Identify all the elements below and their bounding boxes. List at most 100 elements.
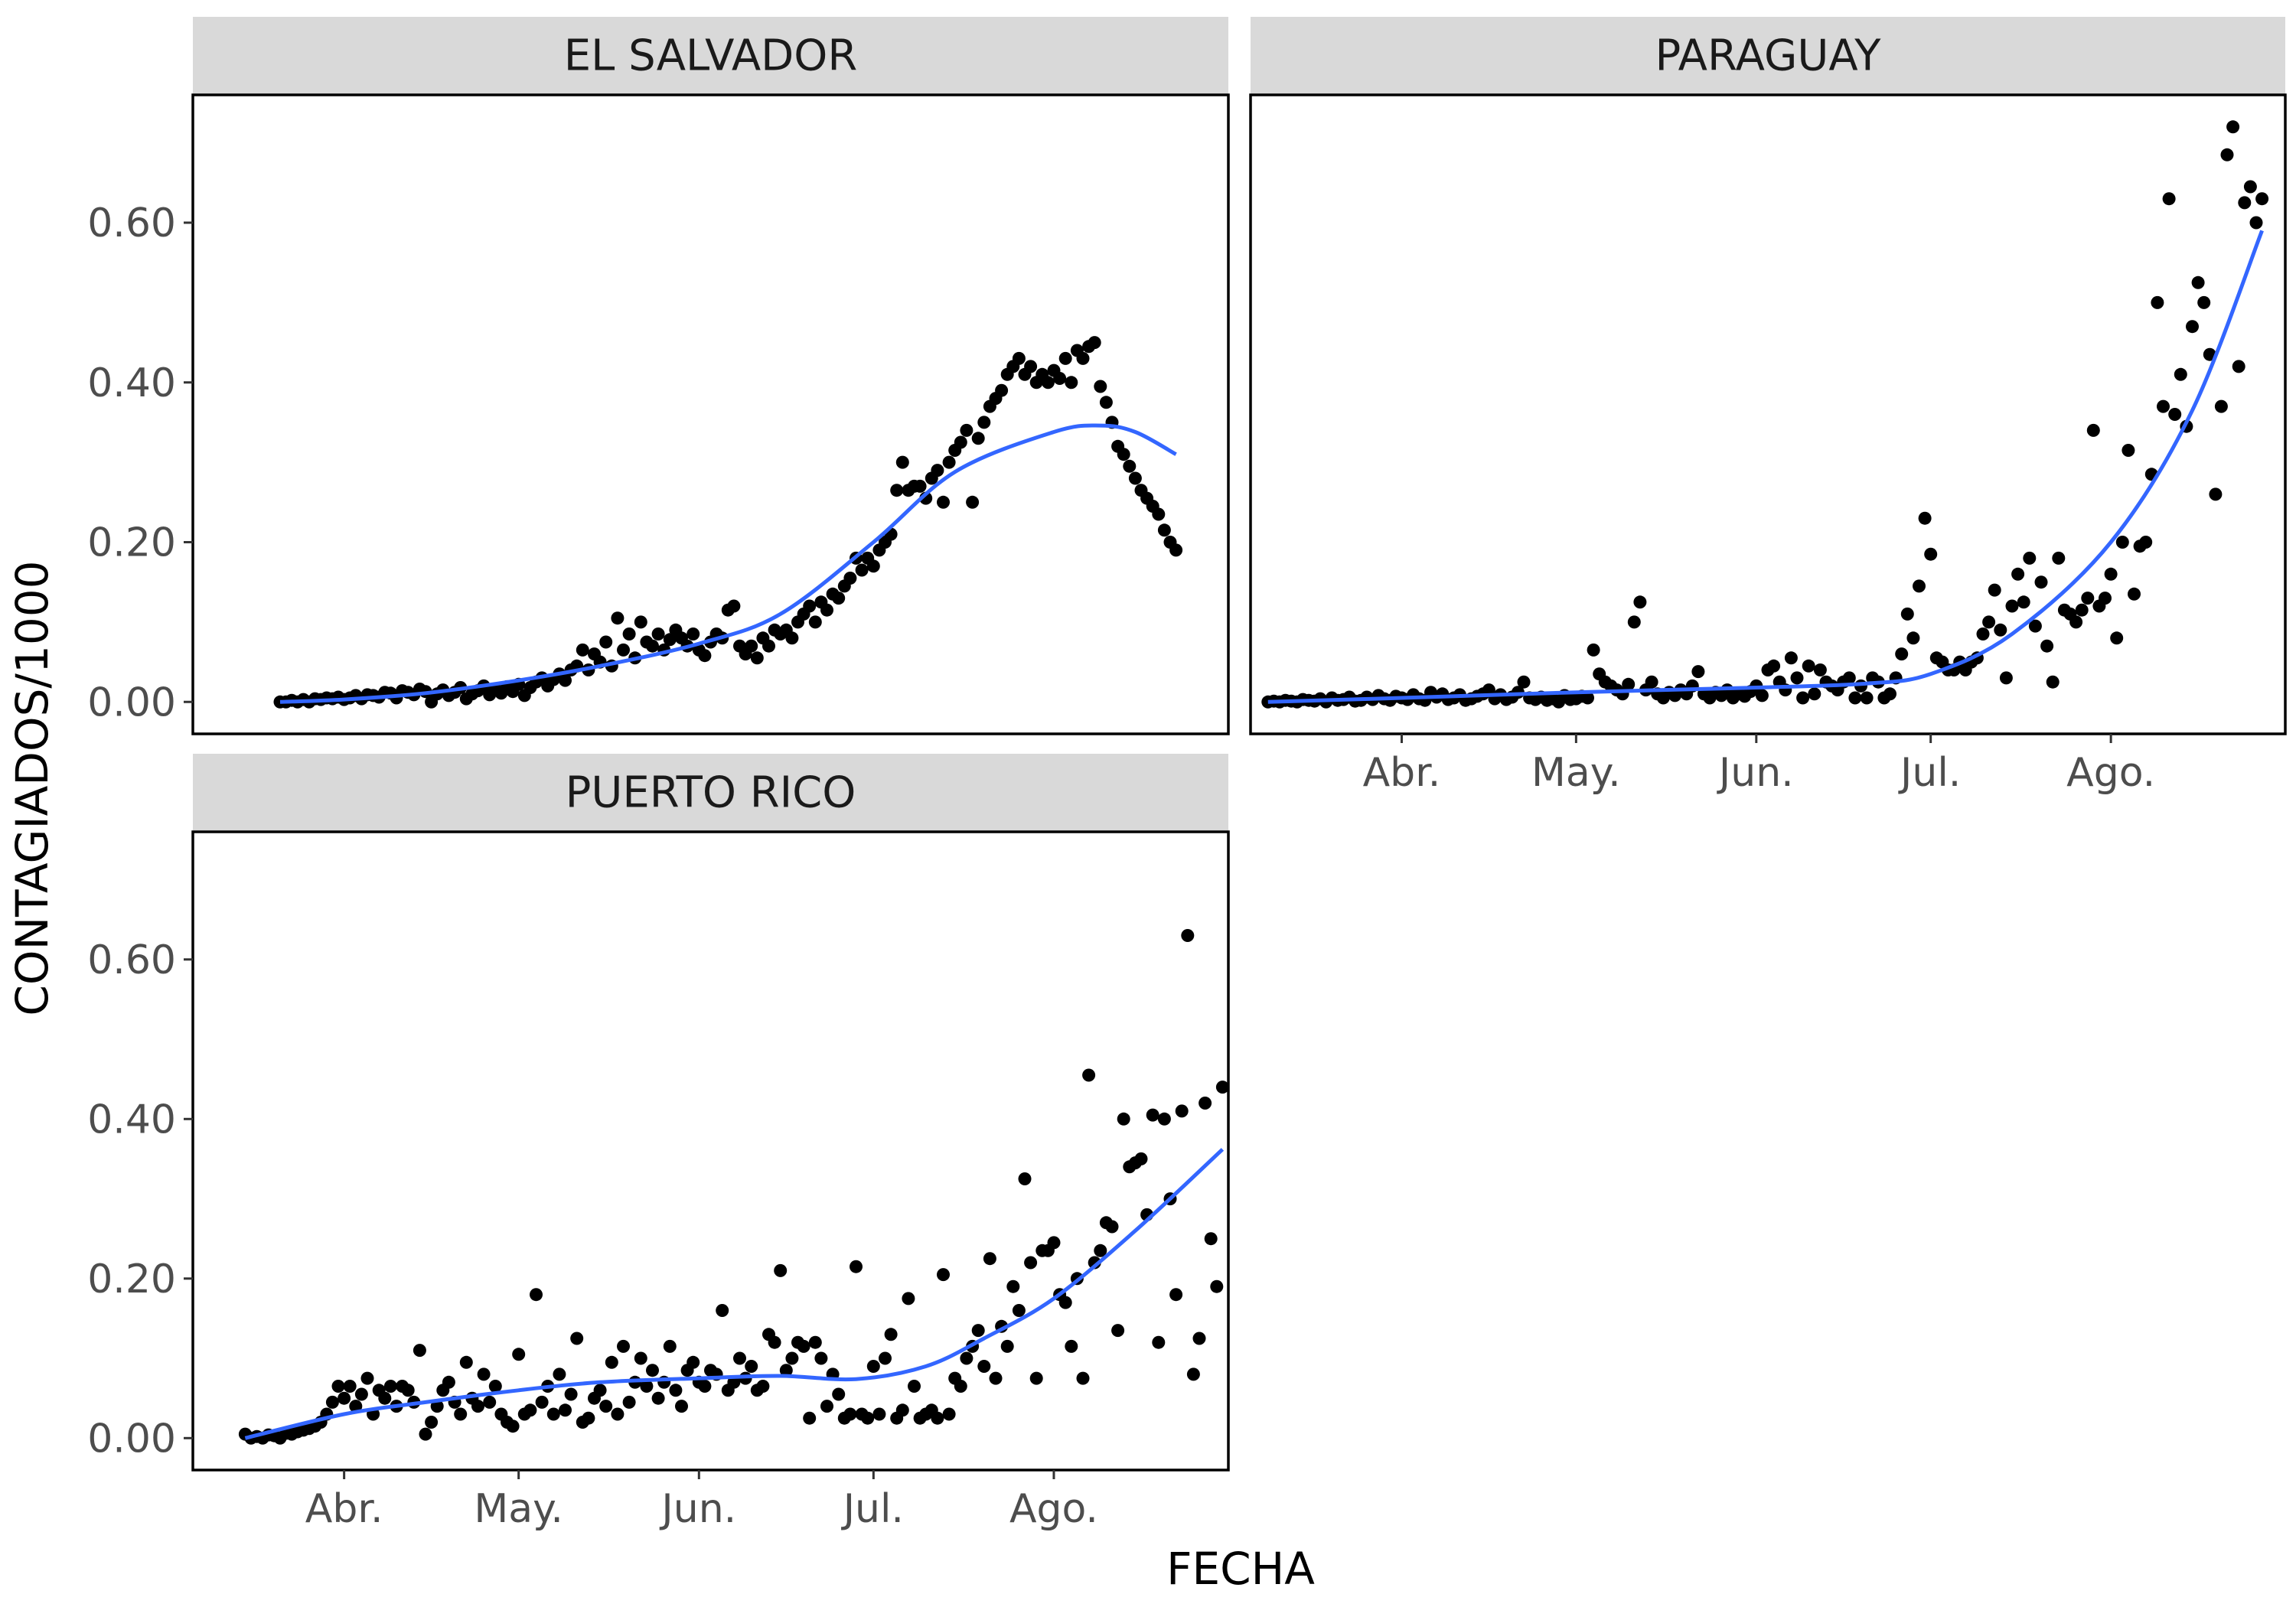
data-point [622,1395,636,1409]
data-point [2011,567,2025,581]
data-point [617,1339,630,1353]
data-point [2191,275,2205,289]
data-point [820,1400,833,1413]
x-tick-label: Abr. [1363,750,1441,796]
data-point [762,639,775,653]
plot-area-puerto-rico [193,832,1228,1470]
data-point [535,1395,549,1409]
panel-border-el-salvador [191,93,1230,735]
data-point [2238,196,2252,210]
data-point [1517,675,1531,689]
data-point [2209,487,2223,501]
data-point [2214,399,2228,413]
data-point [1842,671,1856,685]
data-point [779,1364,793,1377]
data-point [1587,643,1600,657]
data-point [745,639,758,653]
data-point [1813,663,1827,676]
data-point [1088,336,1101,350]
data-point [1047,1236,1061,1250]
data-point [1134,1152,1148,1165]
data-point [442,1375,455,1389]
data-point [483,1395,497,1409]
data-point [960,1351,974,1365]
data-point [2005,599,2019,613]
data-point [1128,471,1142,485]
data-point [785,631,799,645]
x-tick-label: Ago. [1009,1486,1098,1532]
data-point [855,563,869,577]
x-tick-label: Jun. [1717,750,1794,796]
strip-label-puerto-rico: PUERTO RICO [566,768,856,818]
data-point [872,1407,886,1421]
data-point [1076,351,1090,365]
data-point [1082,1068,1096,1082]
strip-el-salvador [193,17,1228,94]
data-point [954,435,967,449]
data-point [1111,1324,1125,1338]
data-point [1988,583,2001,597]
data-point [2186,320,2199,334]
data-point [1058,1296,1072,1309]
data-point [971,1324,985,1338]
data-point [354,1387,368,1401]
data-point [360,1371,374,1385]
data-point [1024,1256,1038,1270]
data-point [640,1380,654,1393]
x-tick-label: May. [474,1486,563,1532]
data-point [908,1380,921,1393]
data-point [1895,647,1909,661]
data-point [622,627,636,641]
data-point [2040,639,2054,653]
data-point [1204,1232,1218,1246]
data-point [1860,691,1874,705]
data-point [2162,192,2176,206]
data-point [1006,1279,1020,1293]
data-point [564,1387,578,1401]
data-point [1117,448,1130,461]
data-point [808,615,822,629]
data-point [2110,631,2124,645]
data-point [2023,551,2037,565]
data-point [2174,367,2187,381]
y-tick-label: 0.40 [87,1097,176,1143]
data-point [803,1411,817,1425]
data-point [785,1351,799,1365]
data-point [1918,511,1932,525]
data-point [2226,120,2240,134]
data-point [820,603,833,617]
x-tick-label: Jun. [659,1486,736,1532]
data-point [977,1360,991,1373]
data-point [2255,192,2269,206]
data-point [1784,651,1798,665]
data-point [383,1380,397,1393]
data-point [1029,1371,1043,1385]
data-point [617,643,630,657]
data-point [977,416,991,429]
data-point [687,627,700,641]
data-point [1012,1304,1026,1317]
data-point [488,1380,502,1393]
y-tick-label: 0.40 [87,360,176,406]
data-point [2115,536,2129,549]
x-tick-label: Jul. [1898,750,1961,796]
data-point [942,455,956,469]
data-point [1755,689,1769,702]
data-point [1065,376,1078,390]
smooth-line-el-salvador [279,423,1177,704]
x-tick-label: Ago. [2066,750,2155,796]
data-point [832,1387,846,1401]
data-point [2128,587,2141,601]
data-point [937,495,950,509]
data-point [843,1407,857,1421]
smooth-line-paraguay [1267,230,2264,704]
data-point [605,1355,618,1369]
data-point [913,479,927,493]
data-point [1906,631,1920,645]
data-point [599,1400,613,1413]
data-point [937,1268,950,1282]
data-point [983,1252,996,1266]
data-point [2034,575,2048,589]
data-point [960,423,974,437]
data-point [1117,1112,1130,1126]
